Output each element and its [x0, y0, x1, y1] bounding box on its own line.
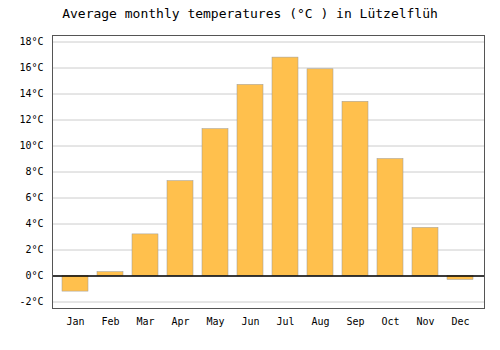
svg-text:Nov: Nov [416, 316, 434, 327]
svg-text:-2°C: -2°C [19, 296, 43, 307]
svg-text:May: May [206, 316, 224, 327]
svg-text:Jun: Jun [241, 316, 259, 327]
svg-text:8°C: 8°C [25, 166, 43, 177]
svg-text:Dec: Dec [451, 316, 469, 327]
svg-text:Feb: Feb [101, 316, 119, 327]
svg-text:Oct: Oct [381, 316, 399, 327]
svg-text:14°C: 14°C [19, 88, 43, 99]
svg-text:18°C: 18°C [19, 36, 43, 47]
svg-text:12°C: 12°C [19, 114, 43, 125]
svg-text:0°C: 0°C [25, 270, 43, 281]
svg-text:6°C: 6°C [25, 192, 43, 203]
svg-text:4°C: 4°C [25, 218, 43, 229]
svg-text:Mar: Mar [136, 316, 154, 327]
svg-text:16°C: 16°C [19, 62, 43, 73]
svg-text:Jul: Jul [276, 316, 294, 327]
svg-text:Sep: Sep [346, 316, 364, 327]
svg-text:Jan: Jan [66, 316, 84, 327]
html-text:Average monthly temperatures (: Average monthly temperatures (°C ) in Lü… [62, 6, 438, 21]
svg-text:10°C: 10°C [19, 140, 43, 151]
svg-text:Aug: Aug [311, 316, 329, 327]
svg-text:2°C: 2°C [25, 244, 43, 255]
svg-text:Apr: Apr [171, 316, 189, 327]
